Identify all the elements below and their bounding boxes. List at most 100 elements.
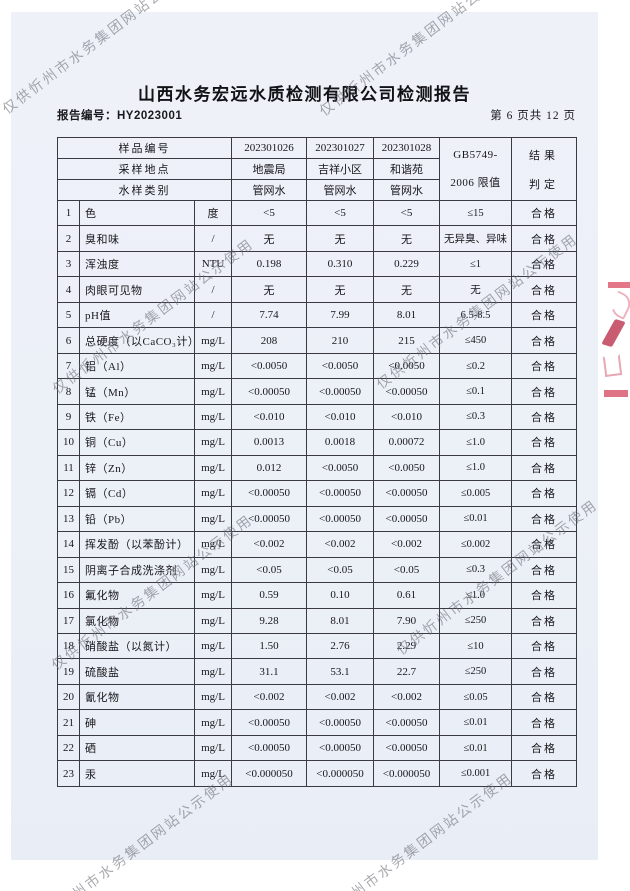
table-row: 8 锰（Mn） mg/L <0.00050 <0.00050 <0.00050 … [57, 378, 578, 405]
result-value-cell: 合格 [511, 480, 578, 507]
parameter-name-cell: 汞 [79, 760, 195, 787]
table-row: 9 铁（Fe） mg/L <0.010 <0.010 <0.010 ≤0.3 合… [57, 403, 578, 431]
sample1-value-cell: 9.28 [231, 607, 308, 634]
unit-cell: mg/L [193, 505, 233, 533]
sample1-id: 202301026 [231, 137, 308, 159]
limit-value-cell: ≤1.0 [439, 429, 513, 456]
sample2-location: 吉祥小区 [306, 158, 375, 180]
unit-cell: mg/L [193, 480, 233, 507]
sample1-value-cell: 0.59 [231, 582, 308, 609]
unit-cell: / [193, 301, 233, 329]
sample1-type: 管网水 [231, 179, 308, 201]
unit-cell: mg/L [193, 632, 233, 660]
sample1-value-cell: 0.0013 [231, 429, 308, 456]
unit-cell: mg/L [193, 556, 233, 584]
sample3-type: 管网水 [373, 179, 441, 201]
seal-stroke [608, 282, 630, 288]
unit-cell: mg/L [193, 658, 233, 685]
result-value-cell: 合格 [511, 531, 578, 558]
row-number-cell: 23 [57, 760, 80, 787]
table-row: 2 臭和味 / 无 无 无 无异臭、异味 合格 [57, 225, 578, 252]
result-value-cell: 合格 [511, 632, 578, 660]
row-number-cell: 4 [57, 276, 80, 303]
parameter-name-cell: 硝酸盐（以氮计） [79, 632, 195, 660]
table-row: 14 挥发酚（以苯酚计） mg/L <0.002 <0.002 <0.002 ≤… [57, 531, 578, 558]
table-row: 10 铜（Cu） mg/L 0.0013 0.0018 0.00072 ≤1.0… [57, 429, 578, 456]
sample2-value-cell: <0.00050 [306, 709, 375, 736]
sample1-value-cell: <0.00050 [231, 378, 308, 405]
table-row: 1 色 度 <5 <5 <5 ≤15 合格 [57, 199, 578, 227]
result-value-cell: 合格 [511, 582, 578, 609]
parameter-name-cell: 镉（Cd） [79, 480, 195, 507]
sample1-value-cell: <0.002 [231, 683, 308, 711]
report-meta-row: 报告编号：HY2023001 第 6 页共 12 页 [57, 107, 576, 123]
sample3-value-cell: <0.00050 [373, 709, 441, 736]
parameter-name-cell: 氯化物 [79, 607, 195, 634]
sample3-value-cell: <0.000050 [373, 760, 441, 787]
sample3-value-cell: 0.61 [373, 582, 441, 609]
limit-header-line1: GB5749- [453, 148, 498, 161]
scanned-report-page: 山西水务宏远水质检测有限公司检测报告 报告编号：HY2023001 第 6 页共… [11, 12, 598, 860]
parameter-name-cell: 铜（Cu） [79, 429, 195, 456]
row-number-cell: 21 [57, 709, 80, 736]
result-value-cell: 合格 [511, 378, 578, 405]
table-row: 18 硝酸盐（以氮计） mg/L 1.50 2.76 2.29 ≤10 合格 [57, 632, 578, 660]
sample2-id: 202301027 [306, 137, 375, 159]
parameter-name-cell: 铝（Al） [79, 352, 195, 380]
header-row-sample-id: 样品编号 202301026 202301027 202301028 GB574… [56, 137, 578, 201]
result-value-cell: 合格 [511, 734, 578, 762]
sample3-value-cell: <0.05 [373, 556, 441, 584]
table-row: 5 pH值 / 7.74 7.99 8.01 6.5-8.5 合格 [57, 301, 578, 329]
sample1-value-cell: <5 [231, 199, 308, 227]
table-row: 17 氯化物 mg/L 9.28 8.01 7.90 ≤250 合格 [57, 607, 578, 634]
report-number: 报告编号：HY2023001 [57, 110, 183, 122]
sample3-value-cell: <0.00050 [373, 480, 441, 507]
sample2-value-cell: <0.00050 [306, 505, 375, 533]
unit-cell: 度 [193, 199, 233, 227]
row-number-cell: 11 [57, 454, 80, 482]
result-value-cell: 合格 [511, 709, 578, 736]
sample1-value-cell: 7.74 [231, 301, 308, 329]
parameter-name-cell: 臭和味 [79, 225, 195, 252]
sample2-value-cell: <0.010 [306, 403, 375, 431]
parameter-name-cell: 硫酸盐 [79, 658, 195, 685]
row-number-cell: 3 [57, 250, 80, 278]
limit-value-cell: ≤0.3 [439, 403, 513, 431]
results-tbody: 1 色 度 <5 <5 <5 ≤15 合格 2 臭和味 / 无 无 无 无异臭、… [57, 199, 578, 787]
sample2-value-cell: <0.00050 [306, 734, 375, 762]
result-value-cell: 合格 [511, 199, 578, 227]
sample1-value-cell: <0.00050 [231, 734, 308, 762]
water-type-label: 水样类别 [56, 179, 233, 201]
unit-cell: mg/L [193, 403, 233, 431]
unit-cell: / [193, 276, 233, 303]
sample1-value-cell: <0.0050 [231, 352, 308, 380]
result-header-line2: 判定 [529, 178, 560, 191]
sample1-location: 地震局 [231, 158, 308, 180]
result-value-cell: 合格 [511, 327, 578, 354]
row-number-cell: 17 [57, 607, 80, 634]
table-row: 13 铅（Pb） mg/L <0.00050 <0.00050 <0.00050… [57, 505, 578, 533]
sample1-value-cell: <0.002 [231, 531, 308, 558]
row-number-cell: 16 [57, 582, 80, 609]
red-seal-fragment [600, 282, 630, 400]
sample1-value-cell: <0.000050 [231, 760, 308, 787]
limit-column-header: GB5749- 2006 限值 [439, 137, 513, 201]
unit-cell: mg/L [193, 760, 233, 787]
row-number-cell: 13 [57, 505, 80, 533]
sample2-value-cell: 8.01 [306, 607, 375, 634]
page-indicator: 第 6 页共 12 页 [490, 110, 576, 122]
result-value-cell: 合格 [511, 607, 578, 634]
sample2-value-cell: 0.10 [306, 582, 375, 609]
limit-header-line2: 2006 限值 [450, 176, 501, 189]
sample2-type: 管网水 [306, 179, 375, 201]
table-row: 23 汞 mg/L <0.000050 <0.000050 <0.000050 … [57, 760, 578, 787]
unit-cell: mg/L [193, 352, 233, 380]
parameter-name-cell: 铁（Fe） [79, 403, 195, 431]
sample1-value-cell: <0.010 [231, 403, 308, 431]
sample3-value-cell: 0.00072 [373, 429, 441, 456]
unit-cell: mg/L [193, 378, 233, 405]
sample3-value-cell: <5 [373, 199, 441, 227]
row-number-cell: 12 [57, 480, 80, 507]
report-title: 山西水务宏远水质检测有限公司检测报告 [138, 85, 471, 104]
